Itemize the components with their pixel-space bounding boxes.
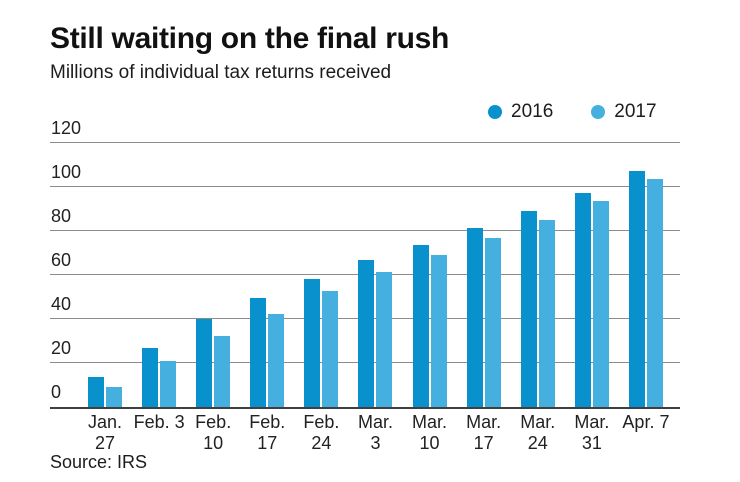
x-tick-label-1: Jan. 27: [87, 412, 123, 453]
bar-2017-3: [214, 335, 231, 407]
bar-2017-6: [376, 271, 393, 407]
x-tick-label-10: Mar. 31: [574, 412, 610, 453]
bar-2017-10: [592, 201, 609, 407]
bar-group-feb-10: [196, 319, 231, 407]
bar-2017-8: [484, 238, 501, 407]
x-tick-label-3: Feb. 10: [195, 412, 232, 453]
bar-2016-4: [250, 297, 267, 407]
y-tick-label-120: 120: [51, 118, 82, 138]
legend-item-2017: 2017: [591, 101, 657, 123]
x-tick-label-8: Mar. 17: [466, 412, 502, 453]
y-tick-label-40: 40: [51, 294, 72, 314]
bar-2016-10: [574, 192, 591, 407]
bar-2017-7: [430, 255, 447, 407]
chart-title: Still waiting on the final rush: [50, 22, 450, 55]
bar-2016-5: [304, 278, 321, 407]
bar-2016-2: [142, 348, 159, 407]
gridline-80: [50, 230, 680, 231]
bar-2016-6: [358, 259, 375, 407]
y-tick-label-100: 100: [51, 162, 82, 182]
bar-2017-4: [268, 313, 285, 407]
bar-2017-9: [538, 220, 555, 407]
bar-group-mar-3: [358, 259, 393, 407]
bar-group-feb-24: [304, 278, 339, 407]
bar-2017-2: [160, 361, 177, 407]
x-axis-labels: Jan. 27 Feb. 3 Feb. 10 Feb. 17 Feb. 24 Mar. 3…: [50, 412, 680, 454]
bar-2017-1: [106, 386, 122, 407]
x-tick-label-2: Feb. 3: [133, 412, 185, 432]
legend-label-2017: 2017: [614, 101, 657, 122]
bar-group-jan-27: [88, 377, 122, 407]
x-tick-label-9: Mar. 24: [520, 412, 556, 453]
bar-2016-3: [196, 319, 213, 407]
x-tick-label-7: Mar. 10: [412, 412, 448, 453]
legend-dot-2017: [591, 105, 606, 119]
y-tick-label-80: 80: [51, 206, 72, 226]
bar-2016-1: [88, 377, 104, 407]
bar-group-mar-17: [466, 227, 501, 407]
plot-area: 0 20 40 60 80 100 120: [50, 117, 680, 409]
gridline-120: [50, 142, 680, 143]
y-tick-label-0: 0: [51, 382, 62, 402]
bar-group-apr-7: [628, 171, 663, 407]
legend-label-2016: 2016: [511, 101, 554, 122]
gridline-100: [50, 186, 680, 187]
legend: 2016 2017: [488, 101, 657, 123]
bar-group-mar-10: [412, 244, 447, 407]
x-tick-label-5: Feb. 24: [303, 412, 340, 453]
bar-2017-11: [646, 179, 663, 407]
bar-2016-7: [412, 244, 429, 407]
source-note: Source: IRS: [50, 452, 148, 472]
bar-2016-9: [520, 211, 537, 407]
chart-subtitle: Millions of individual tax returns recei…: [50, 62, 392, 83]
x-tick-label-4: Feb. 17: [249, 412, 286, 453]
bar-group-mar-31: [574, 192, 609, 407]
bar-2016-8: [466, 227, 483, 407]
x-tick-label-6: Mar. 3: [357, 412, 393, 453]
y-tick-label-20: 20: [51, 338, 72, 358]
bar-2017-5: [322, 290, 339, 407]
bar-group-feb-17: [250, 297, 285, 407]
x-tick-label-11: Apr. 7: [622, 412, 670, 432]
legend-item-2016: 2016: [488, 101, 553, 123]
bar-group-mar-24: [520, 211, 555, 407]
legend-dot-2016: [488, 105, 502, 119]
bars-row: [50, 117, 680, 407]
y-tick-label-60: 60: [51, 250, 72, 270]
bar-2016-11: [628, 171, 645, 407]
bar-group-feb-3: [142, 348, 177, 407]
